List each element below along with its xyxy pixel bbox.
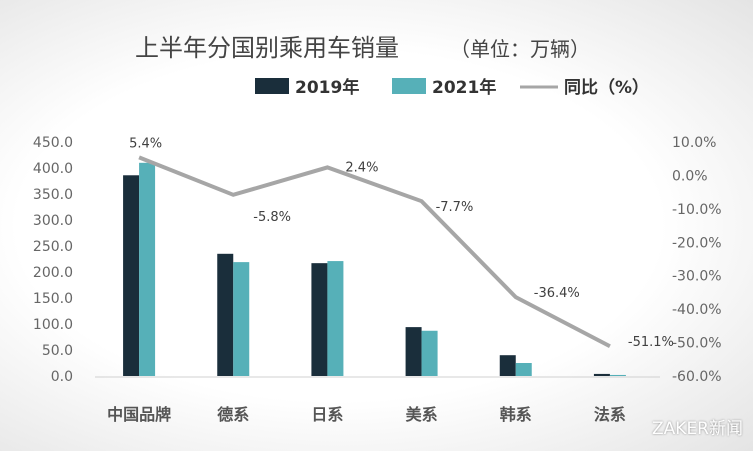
bar-2019年: [123, 175, 140, 376]
data-label: -5.8%: [253, 210, 291, 225]
data-label: -36.4%: [534, 286, 580, 301]
legend-label: 2019年: [295, 77, 359, 98]
legend-label: 同比（%）: [564, 77, 649, 98]
x-tick-label: 美系: [406, 405, 438, 424]
bar-2019年: [311, 263, 328, 376]
bar-2019年: [593, 373, 610, 376]
bar-2021年: [515, 363, 532, 376]
watermark: ZAKER新闻: [652, 419, 743, 439]
y2-tick-label: 10.0%: [672, 135, 716, 151]
bar-2021年: [609, 374, 626, 376]
x-tick-label: 法系: [594, 405, 626, 424]
y-tick-label: 150.0: [33, 291, 73, 307]
x-tick-label: 日系: [311, 405, 343, 424]
bar-2021年: [139, 162, 156, 376]
bar-2019年: [217, 253, 234, 376]
legend-swatch: [255, 78, 289, 94]
y2-tick-label: -40.0%: [672, 302, 722, 318]
x-tick-label: 中国品牌: [107, 405, 171, 424]
y-tick-label: 50.0: [42, 343, 73, 359]
data-label: -51.1%: [628, 335, 674, 350]
y2-tick-label: -20.0%: [672, 235, 722, 251]
y-tick-label: 450.0: [33, 135, 73, 151]
data-label: 5.4%: [129, 136, 162, 151]
y-tick-label: 0.0: [51, 369, 73, 385]
y2-tick-label: -10.0%: [672, 202, 722, 218]
chart-subtitle: （单位：万辆）: [450, 37, 590, 61]
y2-tick-label: 0.0%: [672, 168, 708, 184]
y-tick-label: 300.0: [33, 213, 73, 229]
legend-swatch: [392, 78, 426, 94]
y-tick-label: 350.0: [33, 187, 73, 203]
bar-2021年: [421, 330, 438, 376]
data-label: -7.7%: [436, 200, 474, 215]
y-tick-label: 400.0: [33, 161, 73, 177]
x-tick-label: 韩系: [500, 405, 532, 424]
legend-label: 2021年: [432, 77, 496, 98]
y-tick-label: 250.0: [33, 239, 73, 255]
chart-title: 上半年分国别乘用车销量: [135, 34, 399, 62]
y-tick-label: 200.0: [33, 265, 73, 281]
bar-2019年: [499, 355, 516, 376]
y2-tick-label: -50.0%: [672, 336, 722, 352]
data-label: 2.4%: [345, 160, 378, 175]
y2-tick-label: -30.0%: [672, 269, 722, 285]
y2-tick-label: -60.0%: [672, 369, 722, 385]
y-tick-label: 100.0: [33, 317, 73, 333]
bar-2021年: [233, 262, 250, 376]
line-yoy: [138, 155, 611, 349]
bar-2019年: [405, 327, 422, 376]
x-tick-label: 德系: [217, 405, 249, 424]
bar-2021年: [327, 261, 344, 376]
